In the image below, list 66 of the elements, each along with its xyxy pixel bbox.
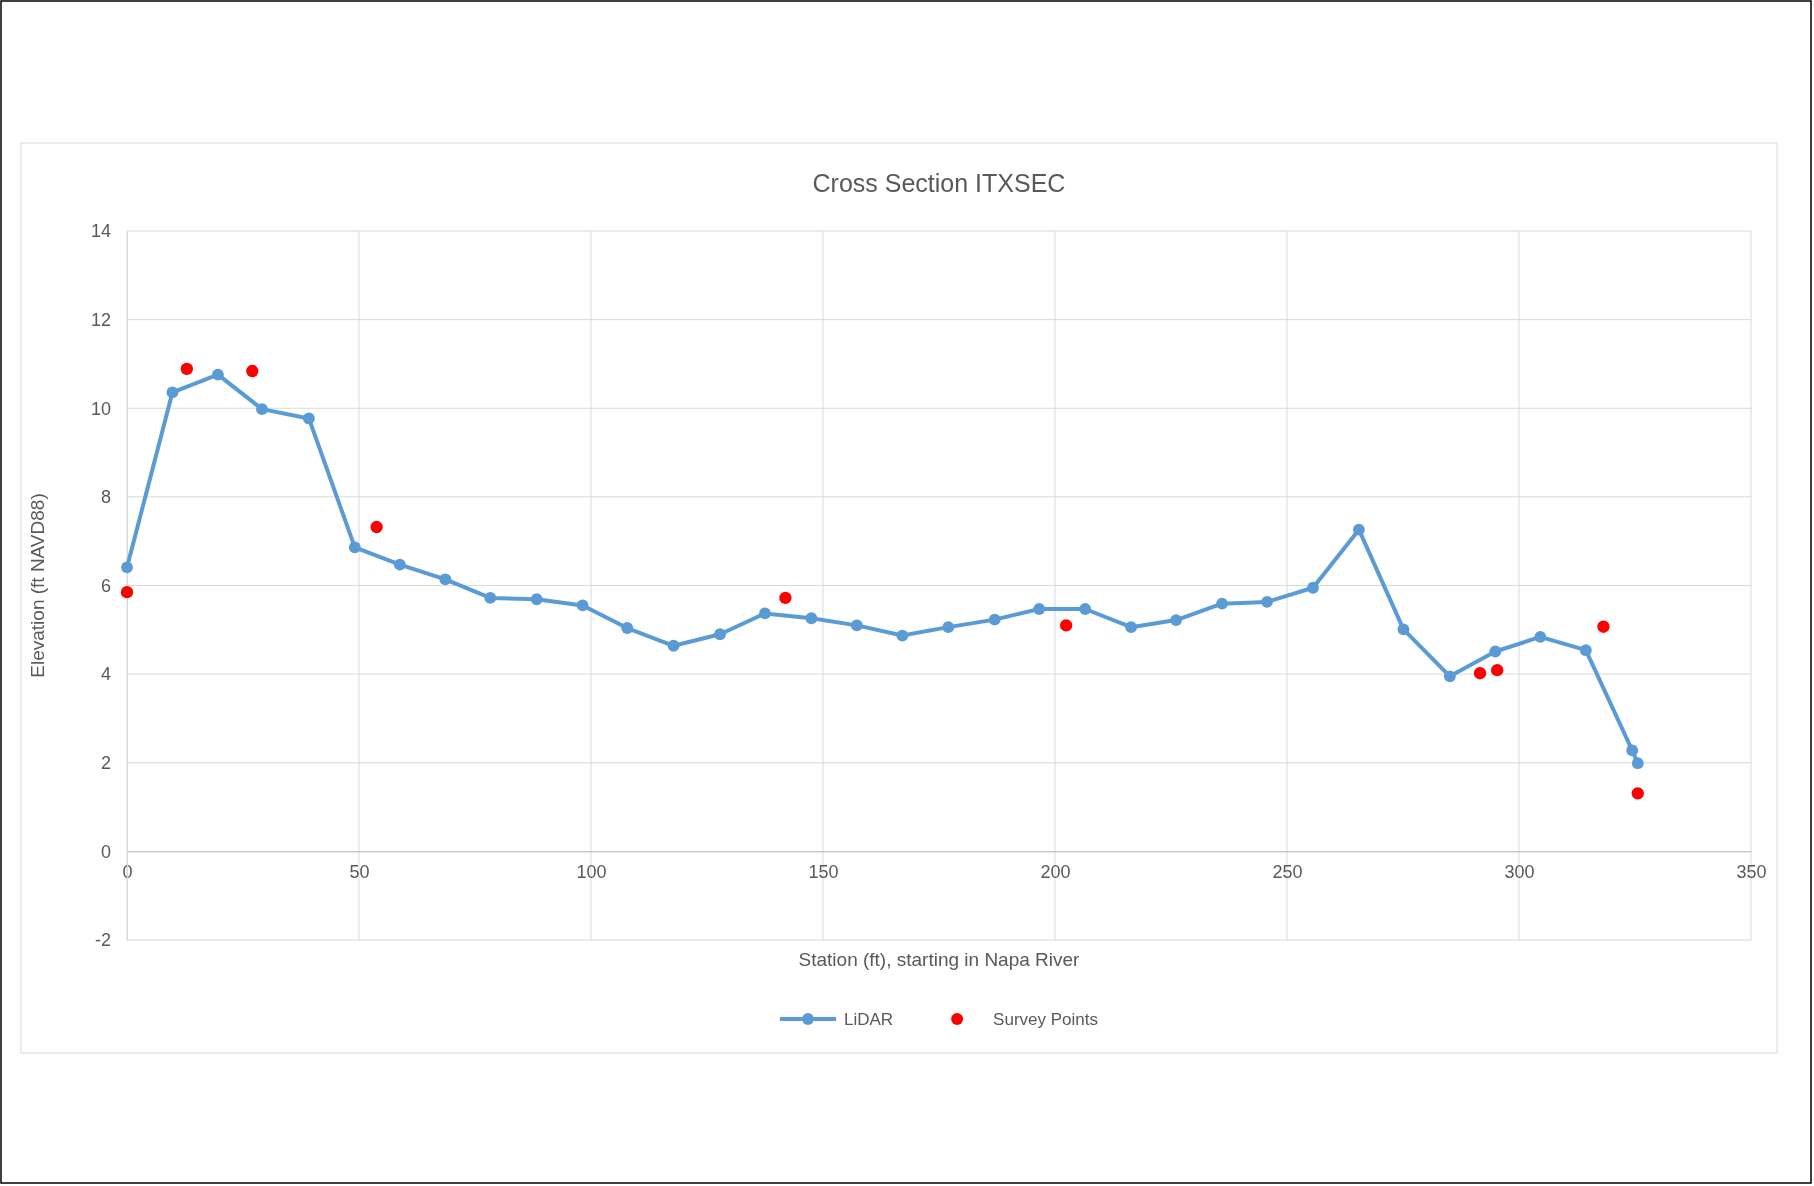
point (1397, 623, 1410, 636)
point (1579, 644, 1592, 657)
point (1597, 620, 1610, 633)
point (256, 403, 268, 416)
point (896, 629, 909, 642)
x-tick-label: 350 (1736, 862, 1767, 883)
x-tick-label: 200 (1040, 862, 1071, 883)
y-tick-label: 0 (100, 841, 111, 862)
point (530, 593, 543, 606)
point (779, 591, 792, 605)
point (1125, 621, 1138, 634)
x-axis-title: Station (ft), starting in Napa River (798, 949, 1081, 970)
point (1491, 663, 1504, 677)
point (393, 558, 406, 571)
point (1033, 603, 1046, 615)
point (942, 621, 955, 634)
point (759, 607, 771, 620)
point (1307, 581, 1319, 594)
point (1489, 645, 1502, 658)
point (1631, 787, 1644, 800)
point (1059, 619, 1073, 632)
y-axis-title: Elevation (ft NAVD88) (27, 493, 48, 678)
point (621, 622, 634, 634)
x-tick-label: 50 (349, 862, 370, 883)
point (667, 639, 680, 652)
x-tick-label: 150 (808, 862, 839, 883)
point (988, 613, 1001, 626)
point (1353, 523, 1365, 536)
point (166, 386, 179, 399)
x-tick-label: 100 (576, 862, 607, 883)
point (1473, 667, 1487, 680)
point (1261, 595, 1273, 608)
point (1626, 744, 1639, 757)
x-tick-label: 300 (1504, 862, 1535, 883)
y-tick-label: 10 (90, 398, 111, 419)
y-tick-label: 12 (90, 309, 111, 330)
point (576, 599, 589, 612)
point (302, 412, 315, 425)
point (850, 619, 863, 632)
point (714, 628, 726, 641)
point (120, 585, 134, 599)
chart-title: Cross Section ITXSEC (812, 169, 1066, 197)
point (212, 368, 224, 381)
legend-label: Survey Points (993, 1010, 1099, 1029)
point (805, 612, 818, 625)
point (1631, 757, 1644, 770)
point (1170, 614, 1183, 626)
point (121, 561, 133, 574)
point (180, 362, 194, 375)
point (1534, 631, 1547, 643)
point (370, 520, 383, 534)
point (484, 592, 497, 604)
y-tick-label: -2 (94, 930, 111, 951)
point (1079, 603, 1092, 615)
y-tick-label: 6 (100, 575, 111, 596)
point (246, 364, 259, 378)
y-tick-label: 14 (90, 221, 111, 242)
y-tick-label: 2 (100, 753, 111, 774)
x-tick-label: 250 (1272, 862, 1303, 883)
y-tick-label: 4 (100, 664, 111, 685)
y-tick-label: 8 (100, 487, 111, 508)
point (1443, 670, 1456, 683)
point (1216, 597, 1228, 610)
point (348, 541, 361, 554)
point (439, 573, 452, 586)
legend-label: LiDAR (843, 1010, 894, 1029)
